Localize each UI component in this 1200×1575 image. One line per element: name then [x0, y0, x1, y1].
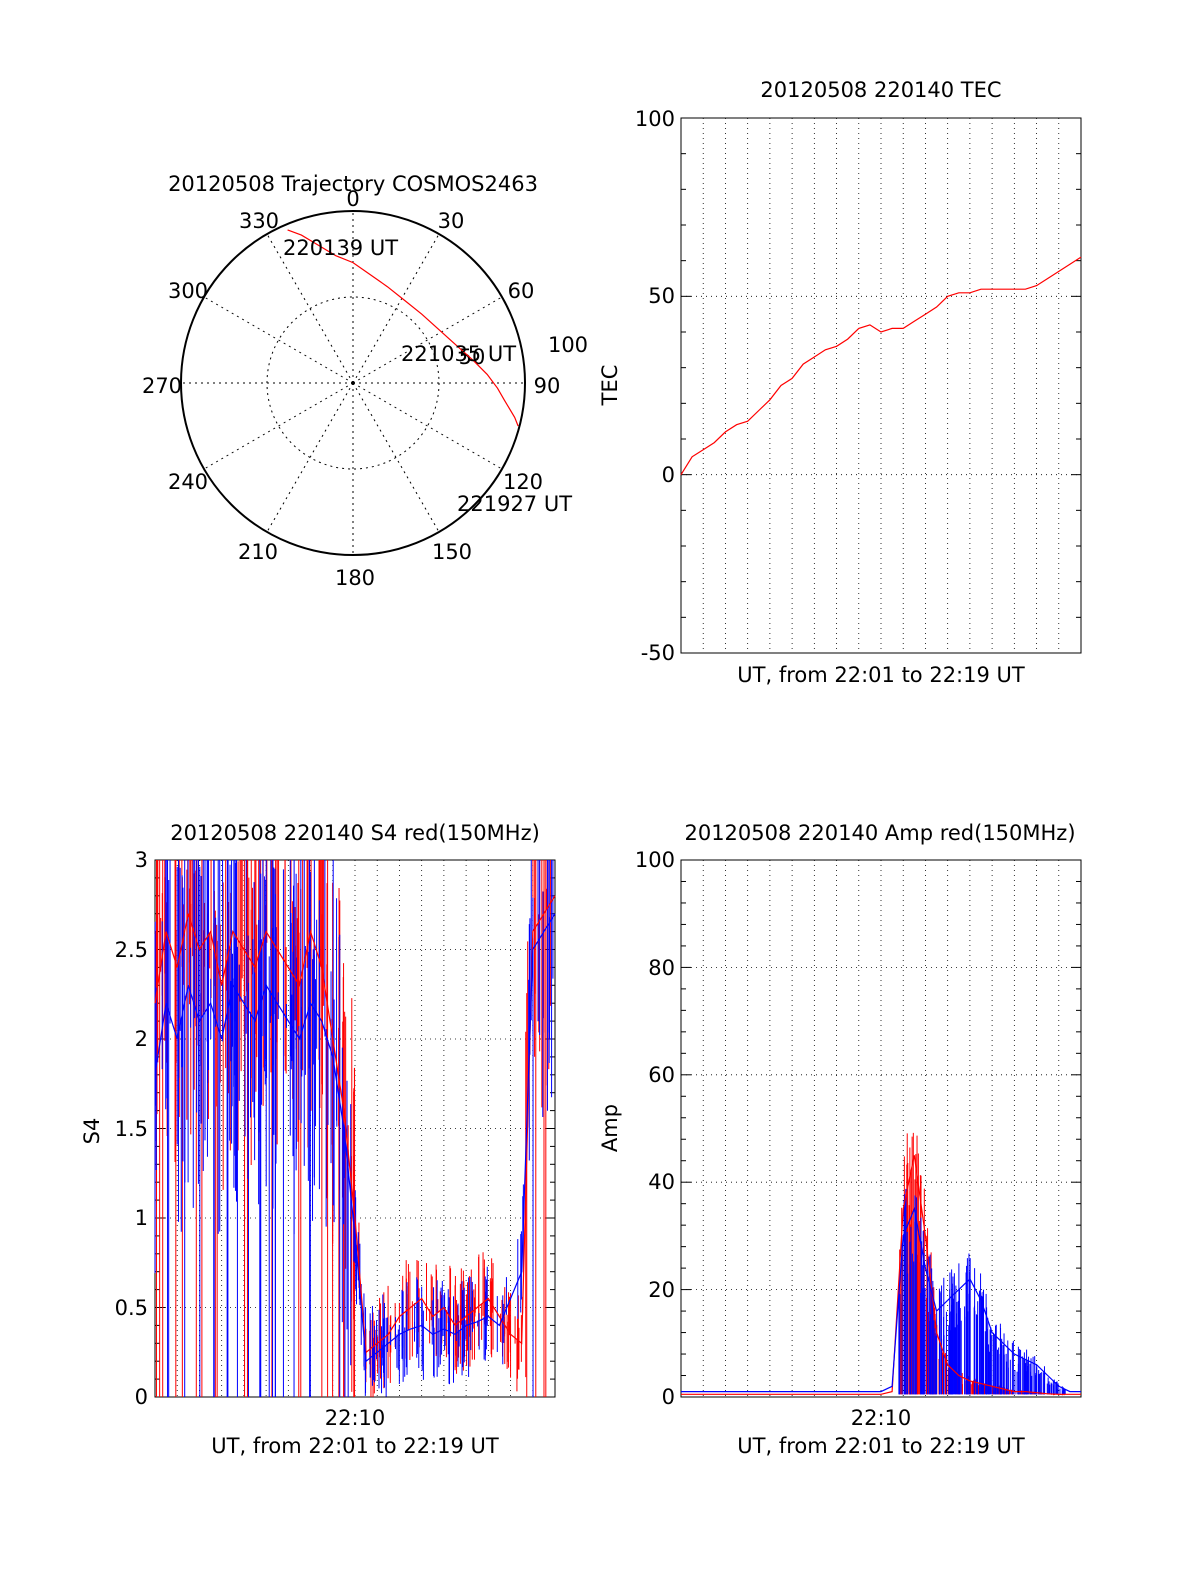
- polar-spoke: [203, 382, 354, 470]
- tec-plot-frame: [680, 117, 1082, 654]
- amp-ytick: 20: [648, 1278, 675, 1302]
- polar-radial-label: 50: [459, 345, 486, 369]
- tec-ytick: 50: [648, 284, 675, 308]
- polar-title: 20120508 Trajectory COSMOS2463: [168, 172, 538, 196]
- polar-angle-label: 210: [238, 540, 278, 564]
- s4-ytick: 2.5: [115, 938, 148, 962]
- polar-angle-label: 60: [508, 279, 535, 303]
- polar-spoke: [266, 382, 354, 533]
- amp-ytick: 100: [635, 848, 675, 872]
- s4-xlabel: UT, from 22:01 to 22:19 UT: [211, 1434, 499, 1458]
- s4-ytick: 3: [135, 848, 148, 872]
- s4-panel: 20120508 220140 S4 red(150MHz) 0 0.5 1 1…: [80, 821, 556, 1458]
- s4-ytick: 0.5: [115, 1296, 148, 1320]
- s4-ytick: 2: [135, 1027, 148, 1051]
- polar-angle-label: 240: [168, 470, 208, 494]
- amp-ytick: 80: [648, 956, 675, 980]
- polar-angle-label: 30: [438, 209, 465, 233]
- s4-ytick: 1.5: [115, 1117, 148, 1141]
- tec-panel: 20120508 220140 TEC -50 0 50 100 TEC UT,…: [598, 78, 1082, 687]
- trajectory-line: [287, 229, 519, 427]
- tec-ytick: -50: [641, 641, 675, 665]
- trajectory-mid-label: 221035 UT: [401, 342, 516, 366]
- polar-spoke: [352, 382, 503, 470]
- amp-ylabel: Amp: [598, 1104, 622, 1152]
- polar-angle-label: 270: [142, 374, 182, 398]
- tec-ylabel: TEC: [598, 365, 622, 407]
- polar-spoke: [203, 296, 354, 384]
- amp-xtick: 22:10: [851, 1406, 912, 1430]
- s4-ytick: 1: [135, 1206, 148, 1230]
- polar-outer-ring: [180, 210, 526, 556]
- polar-spoke: [266, 233, 354, 384]
- s4-ytick: 0: [135, 1385, 148, 1409]
- amp-xlabel: UT, from 22:01 to 22:19 UT: [737, 1434, 1025, 1458]
- s4-ylabel: S4: [80, 1118, 104, 1145]
- amp-plot-frame: [680, 859, 1082, 1398]
- amp-ytick: 60: [648, 1063, 675, 1087]
- tec-ytick: 0: [662, 463, 675, 487]
- polar-angle-label: 90: [534, 374, 561, 398]
- amp-ytick: 0: [662, 1385, 675, 1409]
- polar-angle-label: 0: [346, 187, 359, 211]
- s4-red-series-line: [154, 895, 556, 1354]
- tec-ytick: 100: [635, 107, 675, 131]
- amp-title: 20120508 220140 Amp red(150MHz): [684, 821, 1075, 845]
- polar-angle-label: 330: [239, 209, 279, 233]
- s4-blue-series-line: [154, 913, 556, 1363]
- amp-grid: [681, 859, 1081, 1398]
- trajectory-end-label: 221927 UT: [457, 492, 572, 516]
- amp-red-series-line: [681, 1155, 1081, 1395]
- tec-grid: [681, 117, 1081, 654]
- tec-title: 20120508 220140 TEC: [760, 78, 1001, 102]
- polar-angle-label: 300: [168, 279, 208, 303]
- polar-spoke: [352, 296, 503, 384]
- tec-series-line: [680, 256, 1082, 476]
- amp-spikes: [898, 1132, 1066, 1396]
- polar-spoke: [352, 382, 440, 533]
- tec-xlabel: UT, from 22:01 to 22:19 UT: [737, 663, 1025, 687]
- amp-blue-series-line: [681, 1206, 1081, 1393]
- s4-xtick: 22:10: [325, 1406, 386, 1430]
- polar-radial-label: 100: [548, 333, 588, 357]
- amp-panel: 20120508 220140 Amp red(150MHz) 0 20 40 …: [598, 821, 1082, 1458]
- polar-panel: 20120508 Trajectory COSMOS2463 0 30 60 9…: [142, 172, 588, 590]
- polar-angle-label: 180: [335, 566, 375, 590]
- polar-grid: [181, 211, 525, 555]
- amp-ytick: 40: [648, 1170, 675, 1194]
- s4-title: 20120508 220140 S4 red(150MHz): [170, 821, 540, 845]
- trajectory-start-label: 220139 UT: [283, 236, 398, 260]
- s4-spikes: [154, 860, 554, 1397]
- polar-spoke: [352, 233, 440, 384]
- polar-angle-label: 120: [503, 470, 543, 494]
- polar-angle-label: 150: [432, 540, 472, 564]
